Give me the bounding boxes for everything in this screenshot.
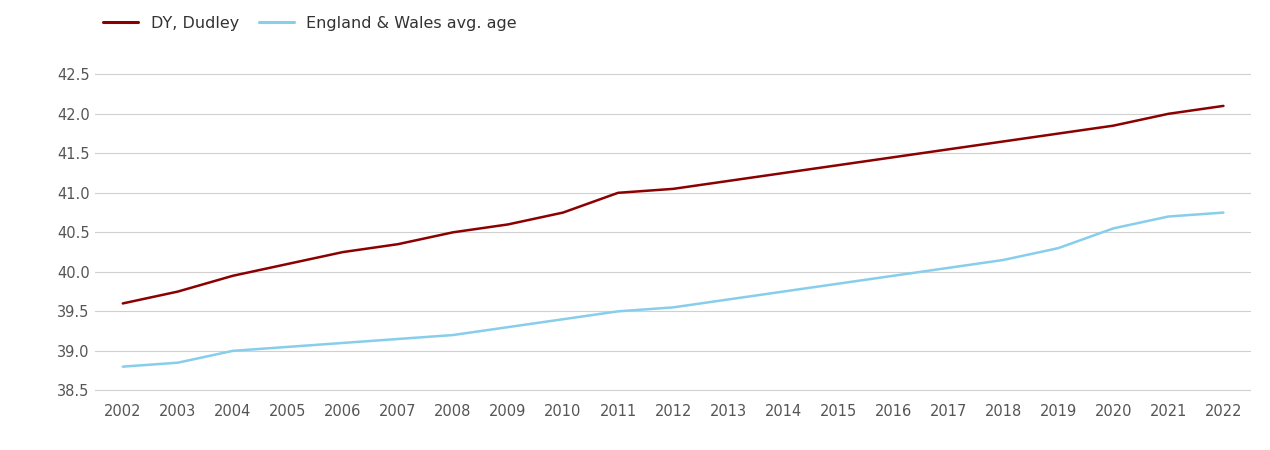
England & Wales avg. age bbox=[500, 324, 516, 330]
Line: England & Wales avg. age: England & Wales avg. age bbox=[123, 212, 1223, 367]
DY, Dudley bbox=[720, 178, 735, 184]
DY, Dudley bbox=[611, 190, 626, 195]
England & Wales avg. age bbox=[1215, 210, 1231, 215]
DY, Dudley bbox=[941, 147, 956, 152]
England & Wales avg. age bbox=[116, 364, 131, 369]
England & Wales avg. age bbox=[1161, 214, 1176, 219]
DY, Dudley bbox=[831, 162, 846, 168]
DY, Dudley bbox=[1215, 103, 1231, 108]
DY, Dudley bbox=[225, 273, 240, 279]
England & Wales avg. age bbox=[390, 336, 405, 342]
England & Wales avg. age bbox=[170, 360, 185, 365]
England & Wales avg. age bbox=[1106, 226, 1121, 231]
DY, Dudley bbox=[446, 230, 461, 235]
England & Wales avg. age bbox=[225, 348, 240, 354]
England & Wales avg. age bbox=[885, 273, 900, 279]
DY, Dudley bbox=[665, 186, 681, 192]
England & Wales avg. age bbox=[281, 344, 296, 350]
England & Wales avg. age bbox=[611, 309, 626, 314]
Legend: DY, Dudley, England & Wales avg. age: DY, Dudley, England & Wales avg. age bbox=[103, 15, 517, 31]
England & Wales avg. age bbox=[776, 289, 791, 294]
DY, Dudley bbox=[390, 242, 405, 247]
DY, Dudley bbox=[555, 210, 570, 215]
England & Wales avg. age bbox=[665, 305, 681, 310]
DY, Dudley bbox=[335, 249, 351, 255]
England & Wales avg. age bbox=[555, 316, 570, 322]
England & Wales avg. age bbox=[831, 281, 846, 286]
England & Wales avg. age bbox=[1050, 245, 1066, 251]
England & Wales avg. age bbox=[446, 333, 461, 338]
DY, Dudley bbox=[1161, 111, 1176, 117]
England & Wales avg. age bbox=[941, 265, 956, 270]
DY, Dudley bbox=[776, 171, 791, 176]
DY, Dudley bbox=[885, 154, 900, 160]
DY, Dudley bbox=[281, 261, 296, 267]
Line: DY, Dudley: DY, Dudley bbox=[123, 106, 1223, 303]
England & Wales avg. age bbox=[335, 340, 351, 346]
DY, Dudley bbox=[116, 301, 131, 306]
England & Wales avg. age bbox=[720, 297, 735, 302]
DY, Dudley bbox=[170, 289, 185, 294]
DY, Dudley bbox=[1050, 131, 1066, 136]
DY, Dudley bbox=[1106, 123, 1121, 128]
England & Wales avg. age bbox=[996, 257, 1011, 263]
DY, Dudley bbox=[996, 139, 1011, 144]
DY, Dudley bbox=[500, 222, 516, 227]
